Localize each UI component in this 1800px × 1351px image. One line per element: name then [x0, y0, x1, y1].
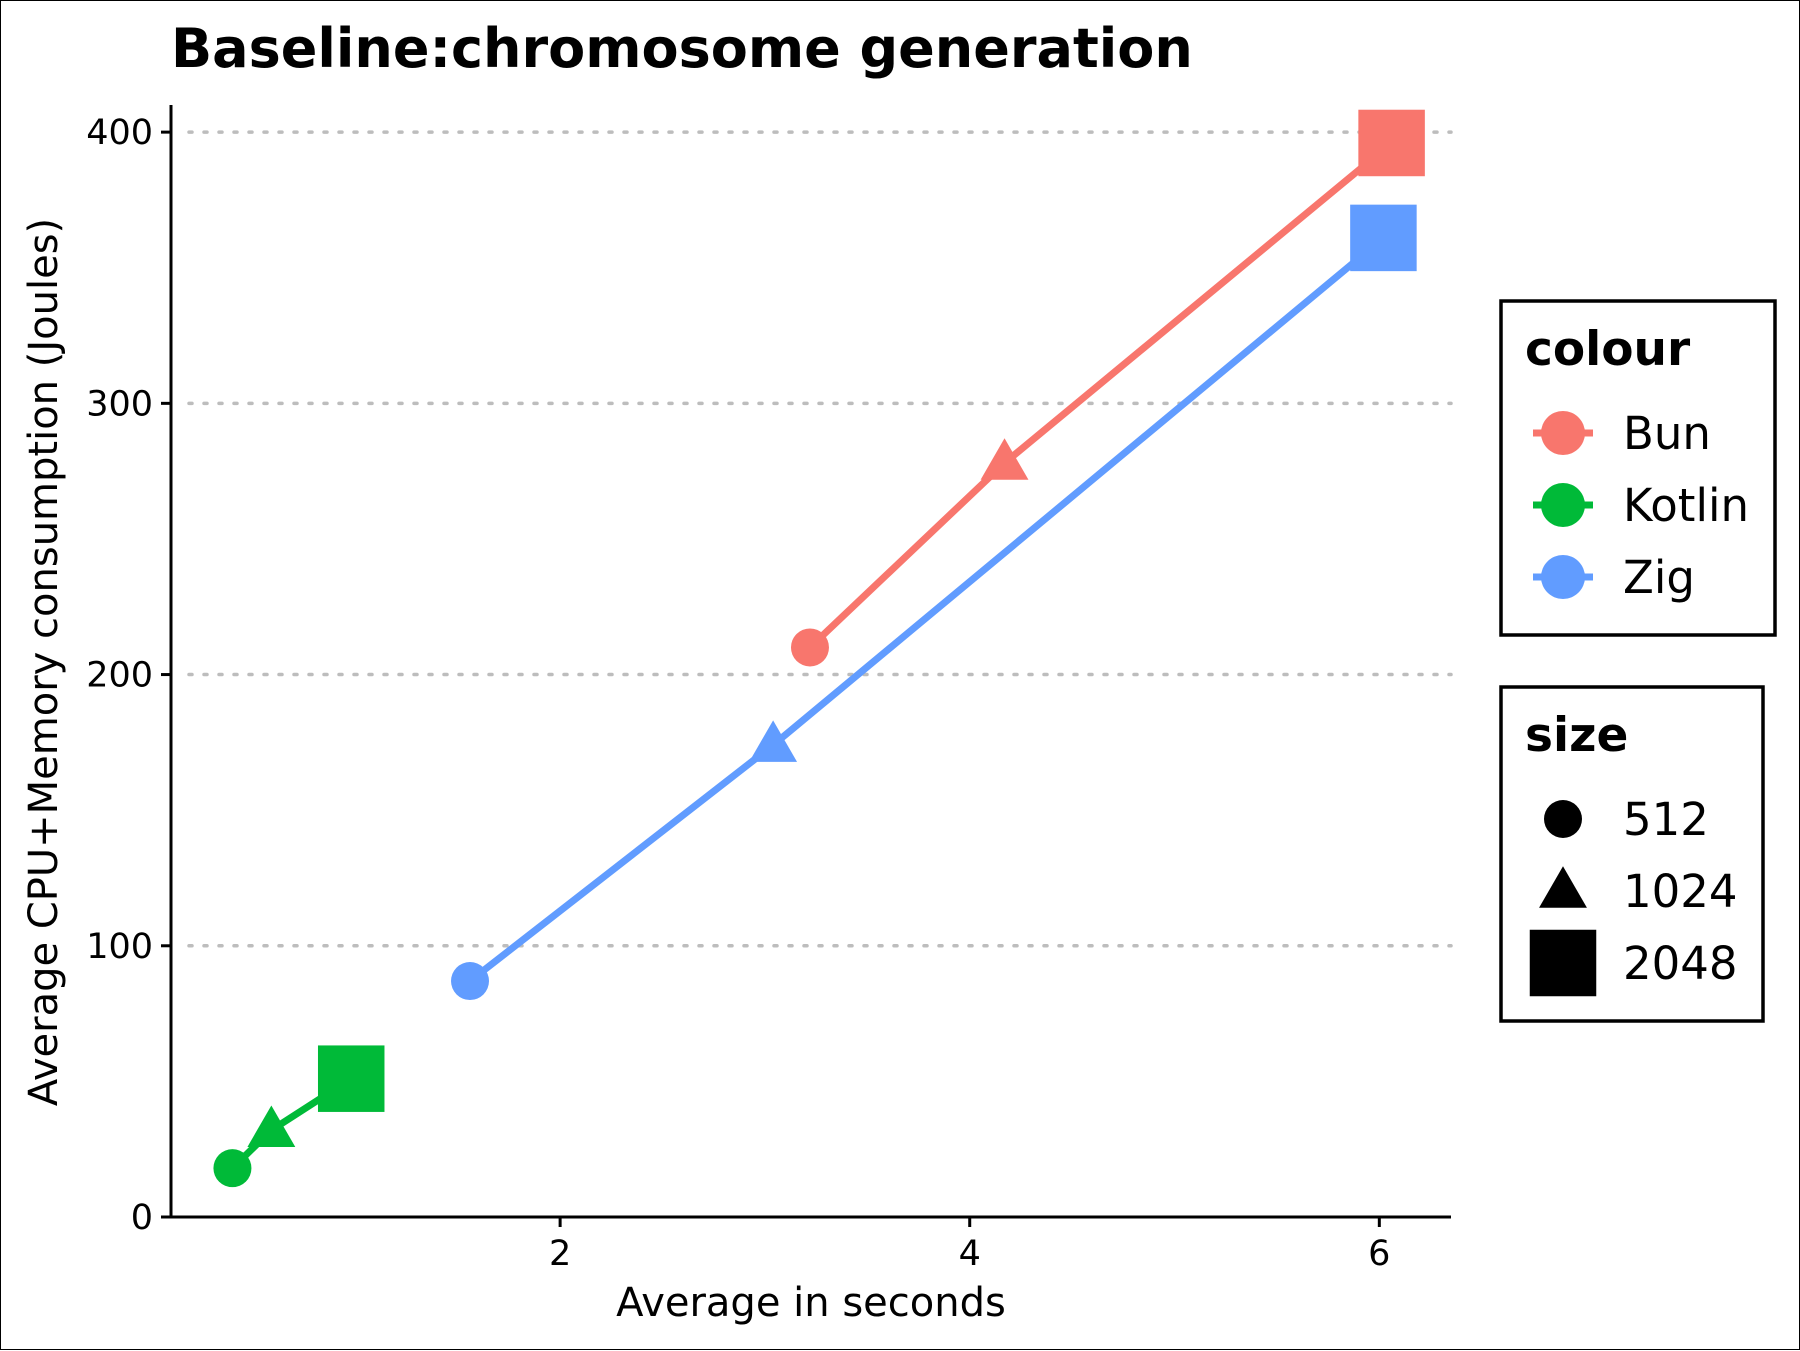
series-line-zig	[467, 235, 1386, 984]
point-zig-1024	[749, 720, 798, 762]
y-tick-label: 300	[86, 384, 153, 424]
legend-shape-square	[1529, 929, 1597, 997]
point-zig-2048	[1350, 204, 1417, 272]
x-tick-label: 6	[1368, 1234, 1390, 1274]
legend-label: 2048	[1623, 937, 1738, 990]
legend-shape-circle	[1544, 800, 1582, 838]
data-points	[213, 109, 1425, 1188]
legend-label: 1024	[1623, 865, 1738, 918]
point-bun-512	[790, 628, 829, 667]
x-tick-label: 4	[959, 1234, 981, 1274]
point-kotlin-2048	[317, 1045, 385, 1112]
chart-title: Baseline:chromosome generation	[171, 17, 1193, 80]
y-tick-label: 200	[86, 656, 153, 696]
legend-label: Kotlin	[1623, 479, 1749, 532]
legend-size: size 512 1024 2048	[1499, 685, 1765, 1023]
legend-key-point	[1541, 555, 1585, 599]
axes	[169, 105, 1451, 1219]
legend-size-title: size	[1525, 708, 1628, 763]
legend-label: Bun	[1623, 407, 1711, 460]
y-axis-title: Average CPU+Memory consumption (Joules)	[21, 218, 67, 1106]
legend-colour: colour Bun Kotlin Zig	[1499, 299, 1777, 637]
y-tick-label: 100	[86, 927, 153, 967]
legend-shape-triangle	[1539, 866, 1587, 908]
legend-label: 512	[1623, 793, 1709, 846]
point-kotlin-512	[213, 1149, 252, 1188]
y-tick-label: 0	[131, 1198, 153, 1238]
legend-label: Zig	[1623, 551, 1695, 604]
legend-key-point	[1541, 411, 1585, 455]
x-tick-label: 2	[549, 1234, 571, 1274]
legend-colour-title: colour	[1525, 322, 1691, 377]
y-axis-ticks: 0 100 200 300 400	[86, 113, 171, 1238]
point-bun-1024	[980, 438, 1029, 480]
x-axis-ticks: 2 4 6	[549, 1217, 1390, 1274]
y-tick-label: 400	[86, 113, 153, 153]
grid-lines	[187, 130, 1453, 948]
series-line-bun	[807, 140, 1394, 650]
point-zig-512	[451, 962, 490, 1001]
legend-key-point	[1541, 483, 1585, 527]
point-kotlin-1024	[247, 1105, 296, 1147]
point-bun-2048	[1358, 109, 1425, 177]
x-axis-title: Average in seconds	[616, 1280, 1006, 1326]
